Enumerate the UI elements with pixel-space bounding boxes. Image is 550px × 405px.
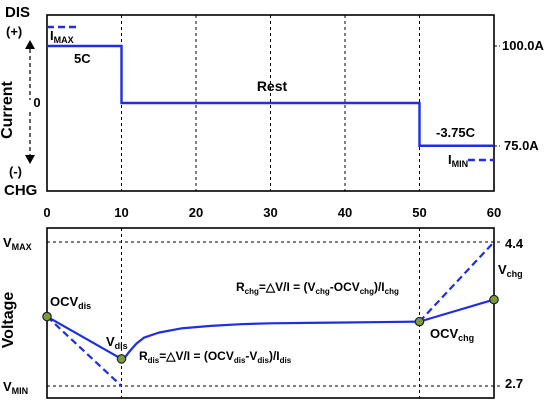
formula-part: chg bbox=[316, 287, 330, 296]
x-tick-label: 30 bbox=[263, 205, 277, 220]
x-tick-labels: 0 10 20 30 40 50 60 bbox=[43, 205, 501, 220]
c-rate-neg-375c-label: -3.75C bbox=[436, 125, 476, 140]
imin-label: IMIN bbox=[448, 152, 468, 169]
discharge-dashed-line bbox=[46, 315, 123, 387]
formula-part: dis bbox=[148, 356, 160, 365]
arrow-down-icon bbox=[25, 155, 35, 164]
formula-part: =△V/I = (V bbox=[259, 280, 316, 294]
dis-label: DIS bbox=[5, 4, 30, 21]
formula-part: -OCV bbox=[330, 280, 360, 294]
current-series bbox=[47, 25, 494, 162]
v-chg-label: Vchg bbox=[498, 262, 523, 279]
x-tick-label: 0 bbox=[43, 205, 50, 220]
x-tick-label: 10 bbox=[114, 205, 128, 220]
formula-part: chg bbox=[245, 287, 259, 296]
vmax-label: VMAX bbox=[3, 235, 32, 252]
v-dis-point bbox=[116, 354, 127, 364]
voltage-axis-title: Voltage bbox=[0, 292, 17, 349]
current-axis-title: Current bbox=[0, 80, 16, 138]
formula-part: -V bbox=[245, 349, 257, 363]
voltage-2-7-label: 2.7 bbox=[505, 376, 523, 391]
formula-part: =△V/I = (OCV bbox=[159, 349, 234, 363]
formula-part: chg bbox=[385, 287, 399, 296]
r-chg-formula: Rchg=△V/I = (Vchg-OCVchg)/Ichg bbox=[236, 280, 399, 296]
x-tick-label: 40 bbox=[338, 205, 352, 220]
current-100a-label: 100.0A bbox=[502, 38, 545, 53]
c-rate-5c-label: 5C bbox=[74, 51, 91, 66]
direction-arrows bbox=[25, 40, 35, 164]
minus-sign-label: (-) bbox=[9, 164, 22, 179]
r-dis-formula: Rdis=△V/I = (OCVdis-Vdis)/Idis bbox=[139, 349, 292, 365]
ocv-dis-label: OCVdis bbox=[50, 294, 91, 311]
voltage-points bbox=[42, 294, 499, 364]
rest-label: Rest bbox=[257, 78, 288, 94]
voltage-panel: VMAX VMIN Voltage 4.4 2.7 OCVdis Vdis OC… bbox=[0, 227, 524, 399]
current-grid bbox=[121, 15, 420, 191]
formula-part: dis bbox=[234, 356, 246, 365]
formula-part: chg bbox=[360, 287, 374, 296]
formula-part: )/I bbox=[269, 349, 280, 363]
v-dis-label: Vdis bbox=[106, 334, 128, 351]
voltage-4-4-label: 4.4 bbox=[505, 236, 524, 251]
arrow-up-icon bbox=[25, 40, 35, 49]
voltage-profile-line bbox=[46, 298, 495, 360]
ocv-chg-point bbox=[414, 316, 425, 327]
charge-dashed-line bbox=[418, 241, 495, 323]
current-panel: DIS (+) (-) CHG 0 Current IMAX 5C Rest -… bbox=[0, 4, 545, 220]
x-tick-label: 60 bbox=[487, 205, 501, 220]
imax-label: IMAX bbox=[50, 28, 74, 45]
current-profile-line bbox=[47, 44, 494, 147]
formula-part: dis bbox=[257, 356, 269, 365]
x-tick-label: 50 bbox=[412, 205, 426, 220]
voltage-series bbox=[46, 241, 495, 387]
plus-sign-label: (+) bbox=[6, 24, 22, 39]
formula-part: )/I bbox=[374, 280, 385, 294]
v-chg-point bbox=[489, 294, 499, 305]
zero-label: 0 bbox=[33, 95, 40, 110]
ocv-chg-label: OCVchg bbox=[430, 326, 474, 343]
vmin-label: VMIN bbox=[3, 379, 28, 396]
x-tick-label: 20 bbox=[189, 205, 203, 220]
chg-label: CHG bbox=[4, 182, 37, 199]
formula-part: dis bbox=[280, 356, 292, 365]
formula-part: R bbox=[139, 349, 148, 363]
formula-part: R bbox=[236, 280, 245, 294]
current-75a-label: 75.0A bbox=[504, 138, 539, 153]
ocv-dis-point bbox=[42, 311, 52, 322]
